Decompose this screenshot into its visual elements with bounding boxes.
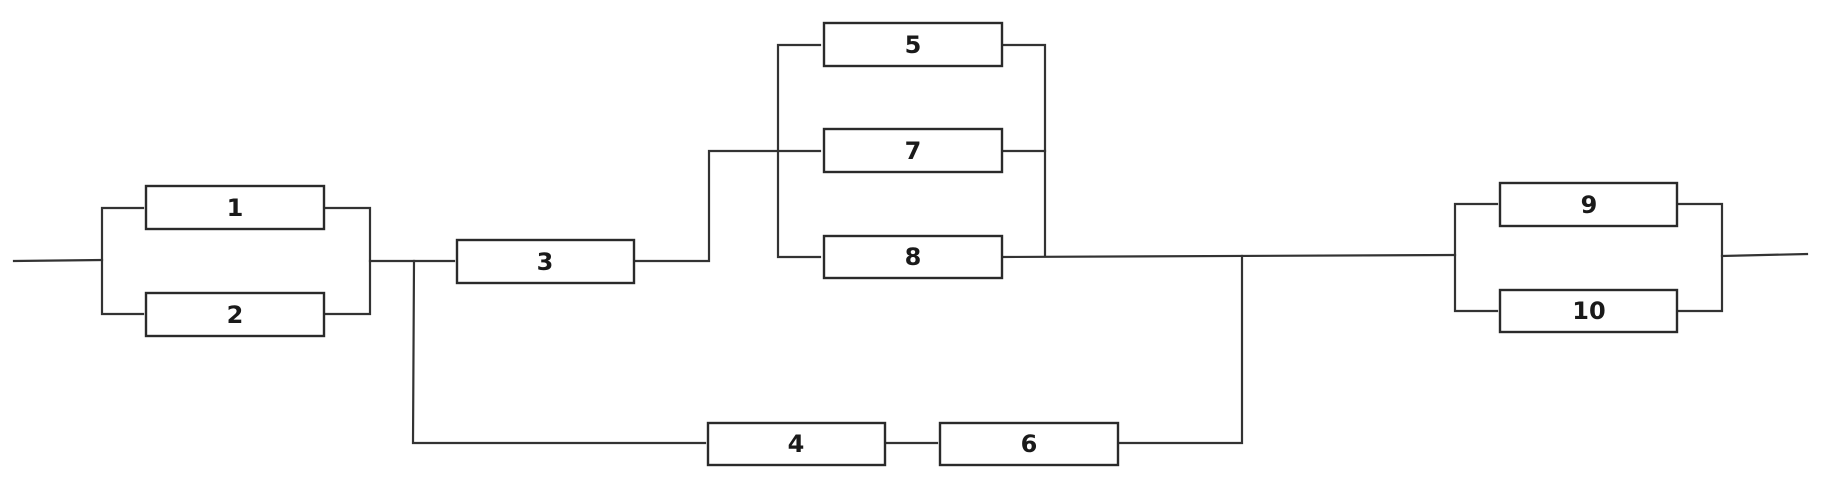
block-5-box: [822, 21, 1004, 68]
block-2-box: [144, 291, 326, 338]
block-1: 1: [144, 184, 326, 231]
input-line: [12, 258, 104, 263]
line-3-to-group: [634, 149, 822, 263]
block-9-label: 9: [1581, 191, 1598, 219]
block-3-label: 3: [537, 248, 554, 276]
line-to-block-4: [411, 259, 707, 445]
block-4: 4: [706, 421, 887, 467]
merge-9-10: [1676, 202, 1724, 313]
merge-5-7-8: [999, 43, 1047, 258]
block-6-box: [938, 421, 1120, 467]
block-8-label: 8: [905, 243, 922, 271]
block-1-label: 1: [227, 194, 244, 222]
block-6-label: 6: [1021, 430, 1038, 458]
split-9-10: [1453, 202, 1499, 313]
output-line: [1720, 252, 1809, 258]
split-5-7-8: [776, 43, 822, 259]
block-2-label: 2: [227, 301, 244, 329]
block-10-box: [1498, 288, 1679, 334]
block-6: 6: [938, 421, 1120, 467]
block-9: 9: [1498, 181, 1679, 228]
block-3: 3: [455, 238, 636, 285]
block-5-label: 5: [905, 31, 922, 59]
block-8: 8: [822, 234, 1004, 280]
block-7-label: 7: [905, 137, 922, 165]
block-1-box: [144, 184, 326, 231]
block-5: 5: [822, 21, 1004, 68]
block-7: 7: [822, 127, 1004, 174]
block-10-label: 10: [1572, 297, 1605, 325]
main-trunk: [999, 253, 1457, 259]
block-8-box: [822, 234, 1004, 280]
block-10: 10: [1498, 288, 1679, 334]
block-3-box: [455, 238, 636, 285]
line-6-to-trunk: [1115, 254, 1244, 445]
block-7-box: [822, 127, 1004, 174]
block-4-label: 4: [788, 430, 805, 458]
connection-lines: [12, 43, 1809, 445]
split-1-2: [100, 206, 145, 316]
merge-1-2: [324, 206, 372, 316]
block-9-box: [1498, 181, 1679, 228]
block-4-box: [706, 421, 887, 467]
block-2: 2: [144, 291, 326, 338]
